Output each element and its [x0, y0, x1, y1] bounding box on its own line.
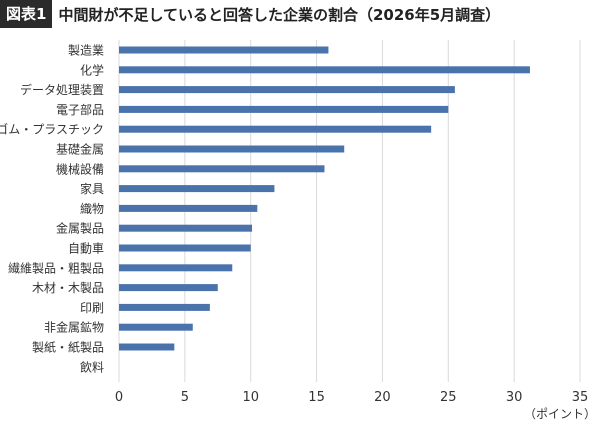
x-tick-label: 20: [374, 390, 391, 405]
chart-header: 図表1 中間財が不足していると回答した企業の割合（2026年5月調査）: [0, 0, 500, 28]
bar: [119, 264, 233, 272]
category-label: 製造業: [68, 44, 104, 58]
category-label: 製紙・紙製品: [32, 340, 104, 355]
bar: [119, 86, 455, 94]
category-label: 金属製品: [56, 221, 104, 236]
category-labels: 製造業化学データ処理装置電子部品ゴム・プラスチック基礎金属機械設備家具織物金属製…: [0, 44, 104, 375]
chart-title: 中間財が不足していると回答した企業の割合（2026年5月調査）: [58, 5, 501, 24]
x-tick-label: 15: [308, 390, 325, 405]
category-label: データ処理装置: [20, 82, 104, 97]
x-axis-unit-label: （ポイント）: [524, 407, 596, 421]
category-label: 織物: [80, 202, 104, 216]
bar: [119, 46, 329, 54]
category-label: 非金属鉱物: [44, 320, 104, 335]
bar: [119, 185, 275, 193]
bar: [119, 125, 432, 133]
category-label: 基礎金属: [56, 142, 104, 157]
category-label: ゴム・プラスチック: [0, 122, 104, 137]
x-tick-label: 0: [115, 390, 123, 405]
category-label: 飲料: [80, 359, 104, 374]
bar: [119, 66, 530, 74]
x-tick-label: 10: [242, 390, 259, 405]
bar: [119, 145, 345, 153]
x-tick-label: 35: [572, 390, 589, 405]
category-label: 家具: [80, 181, 104, 196]
category-label: 化学: [80, 62, 104, 77]
bar: [119, 165, 325, 173]
category-label: 電子部品: [56, 102, 104, 117]
bar: [119, 204, 258, 212]
gridlines: [118, 40, 581, 382]
bar: [119, 244, 251, 252]
category-label: 機械設備: [56, 161, 104, 176]
category-label: 繊維製品・粗製品: [8, 261, 104, 275]
bar: [119, 224, 253, 232]
x-tick-label: 30: [506, 390, 523, 405]
bars: [119, 46, 530, 351]
x-tick-label: 25: [440, 390, 457, 405]
category-label: 自動車: [68, 242, 104, 256]
bar: [119, 303, 210, 311]
x-axis-ticks: 0 5 10 15 20 25 30 35: [115, 390, 588, 405]
bar: [119, 105, 449, 113]
figure-tag: 図表1: [0, 0, 53, 28]
bar: [119, 323, 193, 331]
bar: [119, 284, 218, 292]
category-label: 印刷: [80, 301, 104, 315]
bar: [119, 343, 175, 351]
category-label: 木材・木製品: [32, 281, 104, 295]
x-tick-label: 5: [181, 390, 189, 405]
